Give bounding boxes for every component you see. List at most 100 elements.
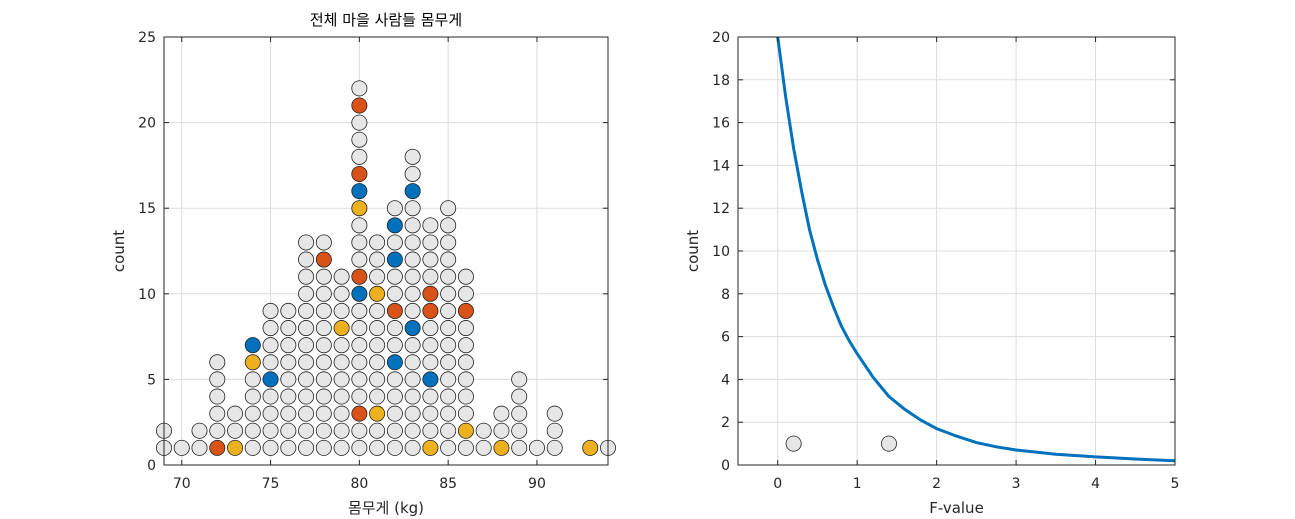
dot-marker [315, 422, 332, 439]
y-tick-label: 2 [721, 415, 730, 431]
dot-marker [369, 422, 386, 439]
y-tick-label: 20 [712, 30, 730, 46]
dot-marker [244, 439, 261, 456]
dot-marker [493, 422, 510, 439]
dot-marker [457, 354, 474, 371]
dot-marker [440, 251, 457, 268]
dot-marker [528, 439, 545, 456]
x-tick-label: 4 [1091, 476, 1100, 492]
dot-marker-yellow [422, 439, 439, 456]
f-value-point [785, 435, 802, 452]
dot-marker [280, 354, 297, 371]
dot-marker [351, 148, 368, 165]
right-x-axis-label: F-value [929, 499, 984, 517]
dot-marker [440, 302, 457, 319]
right-grid [738, 36, 1176, 466]
dot-marker-blue [386, 354, 403, 371]
dot-marker-red [351, 165, 368, 182]
dot-marker [333, 439, 350, 456]
dot-marker [440, 354, 457, 371]
x-tick-label: 90 [528, 476, 546, 492]
dot-marker [440, 217, 457, 234]
dot-marker [298, 285, 315, 302]
dot-marker-red [351, 268, 368, 285]
dot-marker-blue [422, 371, 439, 388]
dot-marker [369, 251, 386, 268]
dot-marker [351, 354, 368, 371]
f-value-point [880, 435, 897, 452]
dot-marker [404, 354, 421, 371]
y-tick-label: 16 [712, 116, 730, 132]
f-distribution-curve [776, 36, 1176, 463]
dot-marker [209, 388, 226, 405]
dot-marker [457, 268, 474, 285]
dot-marker [173, 439, 190, 456]
dot-marker-red [315, 251, 332, 268]
dot-marker [333, 337, 350, 354]
dot-marker [457, 320, 474, 337]
dot-marker [262, 405, 279, 422]
dot-marker [280, 320, 297, 337]
dot-marker [333, 371, 350, 388]
dot-marker [440, 320, 457, 337]
dot-marker [546, 405, 563, 422]
left-grid [164, 36, 608, 466]
dot-marker [457, 405, 474, 422]
dot-marker [404, 217, 421, 234]
y-tick-label: 18 [712, 73, 730, 89]
dot-marker [298, 422, 315, 439]
dot-marker [511, 405, 528, 422]
y-tick-label: 20 [138, 116, 156, 132]
dot-marker [511, 388, 528, 405]
left-ticks: 70 75 80 85 90 0 5 10 15 20 25 [138, 30, 608, 492]
dot-marker-yellow [227, 439, 244, 456]
dot-marker-yellow [351, 200, 368, 217]
dot-marker-yellow [457, 422, 474, 439]
dot-marker [315, 234, 332, 251]
dot-marker [404, 251, 421, 268]
dot-marker [386, 405, 403, 422]
dot-marker [386, 320, 403, 337]
dot-marker [422, 320, 439, 337]
dot-marker-red [457, 302, 474, 319]
dot-marker [351, 422, 368, 439]
x-tick-label: 1 [853, 476, 862, 492]
dot-marker [227, 422, 244, 439]
dot-marker [386, 337, 403, 354]
y-tick-label: 4 [721, 372, 730, 388]
y-tick-label: 15 [138, 201, 156, 217]
dot-marker [298, 439, 315, 456]
dot-marker [404, 388, 421, 405]
dot-marker [369, 268, 386, 285]
dot-marker [511, 422, 528, 439]
dot-marker [262, 439, 279, 456]
dot-marker-red [422, 285, 439, 302]
dot-marker [440, 422, 457, 439]
left-y-axis-label: count [110, 230, 128, 272]
dot-marker [333, 354, 350, 371]
dot-marker [262, 320, 279, 337]
dot-marker-blue [262, 371, 279, 388]
dot-marker [351, 114, 368, 131]
dot-marker [209, 371, 226, 388]
dot-marker [457, 285, 474, 302]
dot-marker [298, 354, 315, 371]
y-tick-label: 8 [721, 287, 730, 303]
dot-marker-yellow [582, 439, 599, 456]
dot-marker [315, 371, 332, 388]
dot-marker-yellow [244, 354, 261, 371]
dot-marker-blue [386, 217, 403, 234]
left-x-axis-label: 몸무게 (kg) [348, 499, 424, 517]
dot-marker [404, 285, 421, 302]
dot-marker-blue [351, 285, 368, 302]
dot-marker-yellow [493, 439, 510, 456]
dot-marker [280, 371, 297, 388]
dot-marker [386, 200, 403, 217]
y-tick-label: 12 [712, 201, 730, 217]
dot-marker [209, 354, 226, 371]
dot-marker-yellow [333, 320, 350, 337]
dot-marker-red [422, 302, 439, 319]
dot-marker [244, 371, 261, 388]
